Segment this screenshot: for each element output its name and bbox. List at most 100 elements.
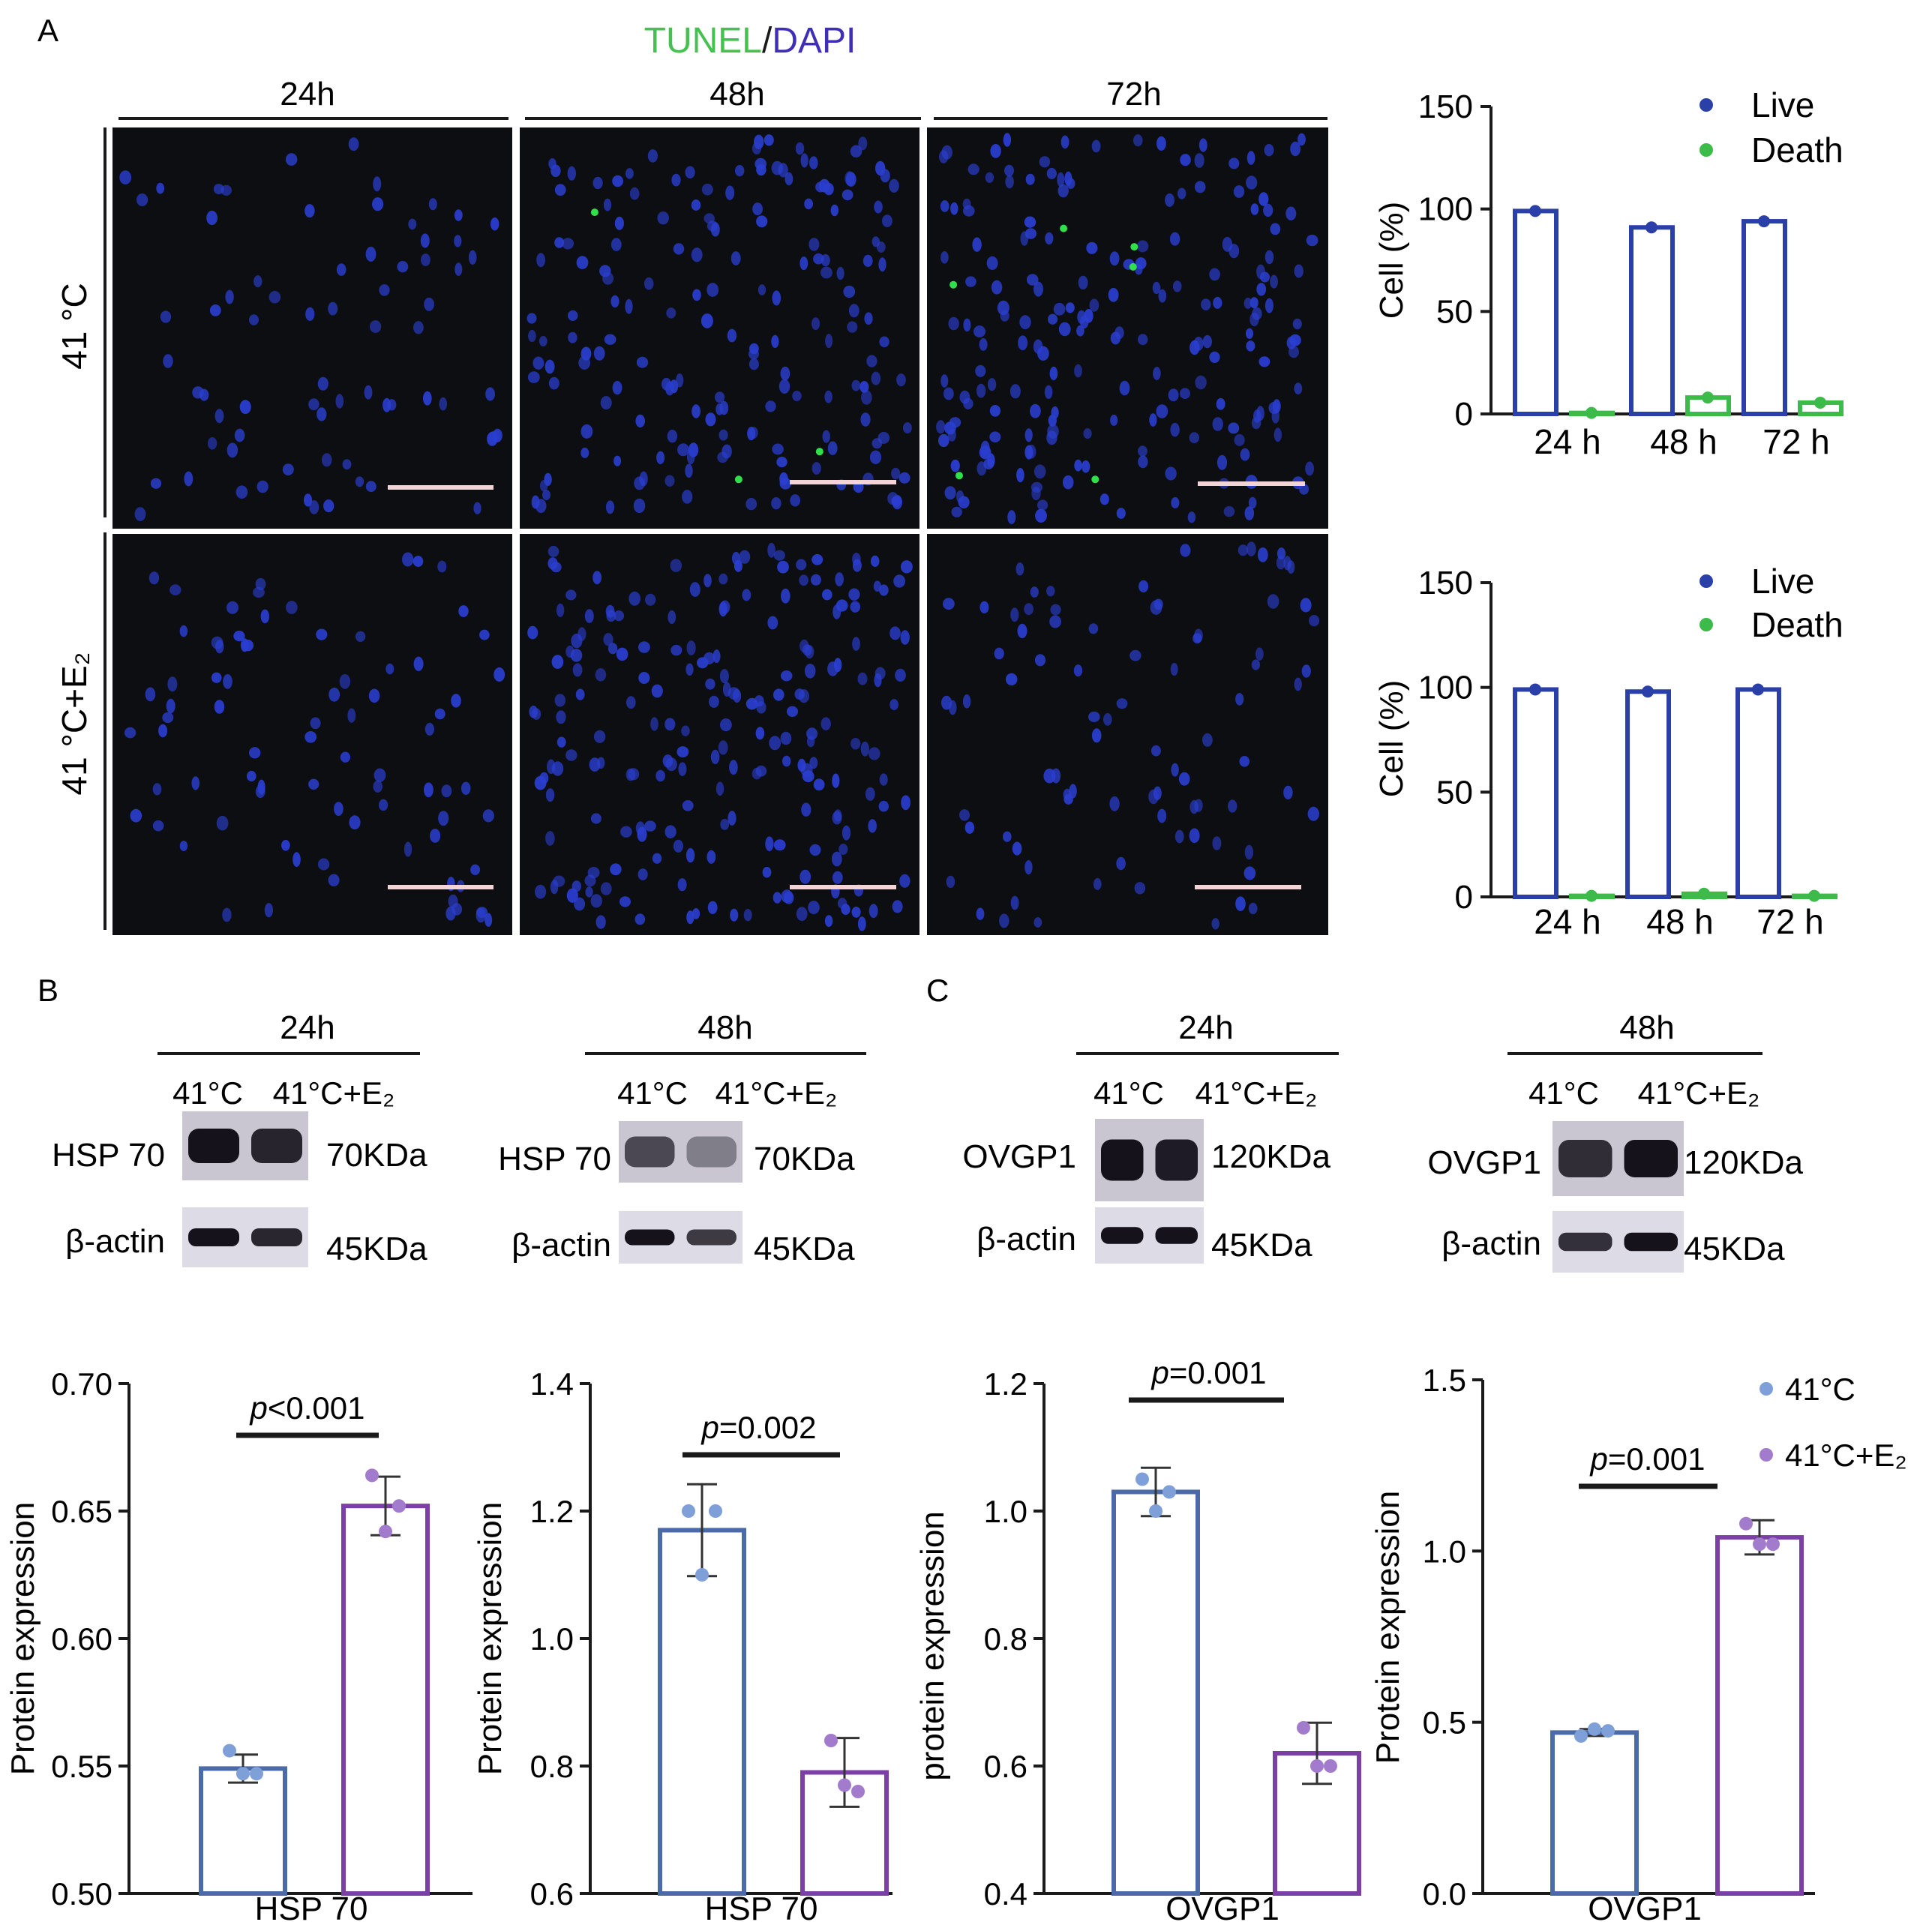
nucleus	[336, 263, 346, 276]
nucleus	[603, 633, 614, 646]
nucleus	[706, 283, 719, 297]
nucleus	[824, 915, 833, 928]
row-label-41C: 41 °C	[55, 283, 94, 370]
nucleus	[882, 214, 892, 227]
nucleus	[629, 187, 640, 200]
nucleus	[944, 387, 954, 400]
nucleus	[743, 909, 752, 922]
nucleus	[857, 672, 868, 685]
nucleus	[990, 144, 1001, 158]
nucleus	[286, 601, 298, 614]
nucleus	[1058, 322, 1071, 337]
nucleus	[685, 463, 693, 478]
blot-time-label: 24h	[1178, 1009, 1233, 1046]
point-death	[1814, 396, 1826, 409]
point-live	[1752, 683, 1764, 696]
nucleus	[1148, 789, 1159, 805]
nucleus	[614, 216, 625, 230]
nucleus	[638, 641, 650, 653]
nucleus	[1048, 414, 1057, 427]
nucleus	[1047, 313, 1058, 325]
nucleus	[1051, 768, 1061, 784]
nucleus	[790, 494, 801, 507]
nucleus	[1170, 422, 1180, 437]
nucleus	[152, 820, 164, 832]
nucleus	[1180, 544, 1191, 557]
nucleus	[1024, 228, 1036, 239]
nucleus	[605, 500, 615, 514]
nucleus	[706, 850, 716, 864]
nucleus	[1201, 298, 1211, 310]
blot-control-size: 45KDa	[326, 1231, 428, 1267]
nucleus	[304, 731, 317, 743]
nucleus	[664, 825, 676, 838]
nucleus	[670, 644, 682, 656]
legend-marker-live	[1700, 574, 1713, 588]
nucleus	[576, 256, 589, 269]
nucleus	[765, 400, 776, 412]
nucleus	[1088, 623, 1099, 634]
nucleus	[868, 904, 878, 919]
nucleus	[827, 441, 838, 455]
nucleus	[665, 757, 677, 772]
nucleus	[1034, 917, 1042, 928]
nucleus	[424, 722, 435, 736]
nucleus	[692, 908, 700, 919]
y-tick-label: 1.4	[530, 1366, 574, 1402]
data-point	[250, 1767, 263, 1781]
nucleus	[948, 316, 959, 331]
nucleus	[282, 463, 294, 475]
nucleus	[963, 397, 974, 409]
nucleus	[545, 831, 555, 846]
nucleus	[704, 213, 715, 224]
nucleus	[1019, 315, 1031, 330]
tunel-positive-cell	[956, 472, 963, 480]
nucleus	[625, 298, 633, 314]
nucleus	[938, 433, 950, 448]
nucleus	[1138, 445, 1148, 457]
nucleus	[832, 773, 840, 788]
nucleus	[858, 136, 868, 151]
y-tick-label: 0.0	[1423, 1876, 1466, 1912]
nucleus	[762, 866, 772, 878]
nucleus	[580, 424, 593, 439]
y-tick-label: 0.8	[984, 1621, 1028, 1657]
y-tick-label: 0	[1455, 396, 1473, 433]
nucleus	[644, 820, 656, 832]
data-point	[1136, 1472, 1149, 1486]
nucleus	[167, 676, 178, 692]
nucleus	[1216, 454, 1228, 470]
blot-lane-label: 41°C+E₂	[1638, 1075, 1760, 1111]
nucleus	[1286, 336, 1297, 349]
nucleus	[1109, 251, 1120, 266]
nucleus	[1193, 337, 1204, 351]
row-label-41C-E2: 41 °C+E₂	[55, 652, 94, 796]
nucleus	[572, 880, 581, 892]
nucleus	[1276, 556, 1286, 570]
nucleus	[1091, 728, 1102, 743]
nucleus	[673, 243, 685, 255]
nucleus	[1005, 175, 1014, 189]
nucleus	[340, 751, 350, 763]
nucleus	[412, 556, 424, 567]
legend-marker-41C-E2	[1760, 1448, 1773, 1462]
nucleus	[697, 657, 709, 669]
blot-protein-band	[686, 1136, 736, 1168]
nucleus	[605, 604, 615, 618]
nucleus	[780, 366, 790, 381]
nucleus	[1294, 382, 1303, 394]
nucleus	[1244, 844, 1254, 860]
nucleus	[705, 678, 716, 690]
nucleus	[1240, 448, 1250, 461]
nucleus	[707, 901, 718, 915]
nucleus	[438, 811, 449, 826]
blot-protein-size: 70KDa	[326, 1137, 428, 1174]
nucleus	[851, 379, 861, 391]
nucleus	[233, 631, 245, 642]
nucleus	[1235, 693, 1244, 706]
nucleus	[1165, 193, 1174, 207]
nucleus	[184, 471, 194, 487]
nucleus	[355, 476, 364, 487]
